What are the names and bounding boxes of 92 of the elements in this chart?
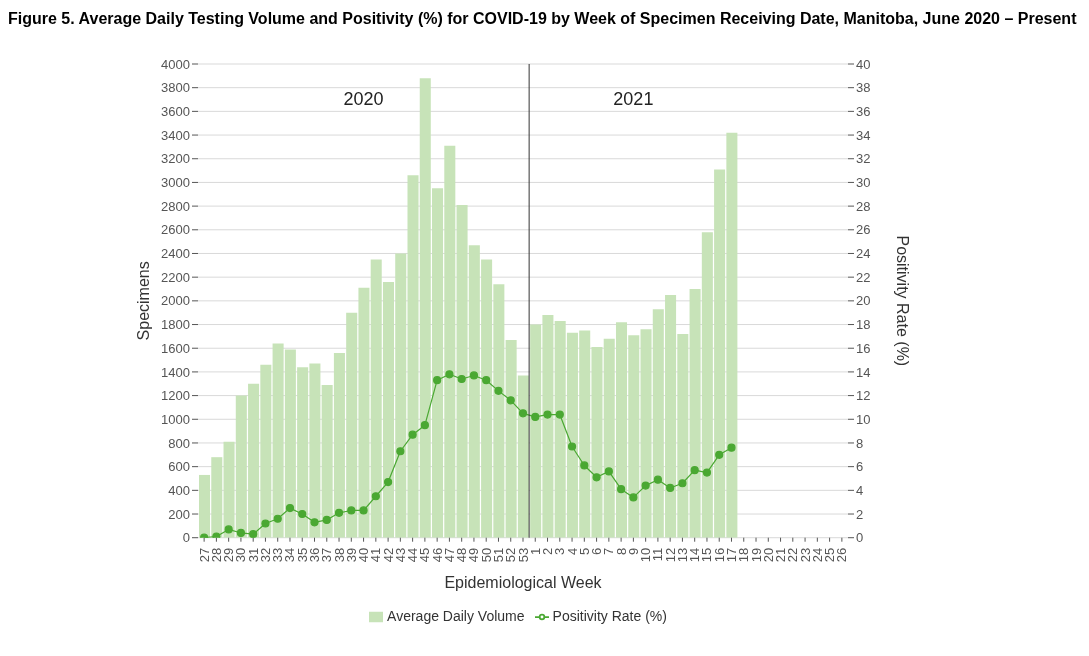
y-tick-label: 3600 [161, 103, 190, 119]
y2-tick-label: 26 [856, 222, 871, 238]
y2-tick-label: 16 [856, 340, 871, 356]
point [298, 509, 307, 519]
chart-title: Figure 5. Average Daily Testing Volume and Positivity (%) for COVID-19 by Week of Specimen Receiving Date, Manitoba, June 2020 – Present [8, 9, 1078, 29]
y2-tick-label: 8 [856, 435, 864, 451]
point [617, 485, 626, 494]
point [224, 525, 233, 534]
point [433, 376, 442, 385]
point [592, 473, 601, 482]
y2-tick-label: 22 [856, 269, 871, 285]
point [580, 461, 589, 470]
point [445, 370, 454, 379]
y2-tick-label: 0 [856, 530, 864, 546]
y2-tick-label: 20 [856, 293, 871, 309]
point [702, 468, 712, 477]
y-tick-label: 2800 [161, 198, 190, 214]
y-axis-title: Specimens [134, 261, 152, 341]
annotation: 2020 [343, 88, 384, 109]
point [518, 409, 528, 418]
legend-label: Positivity Rate (%) [552, 607, 667, 624]
y2-axis-title: Positivity Rate (%) [894, 235, 912, 367]
y-tick-label: 3400 [161, 127, 190, 143]
point [641, 481, 650, 490]
point [727, 443, 736, 452]
y-tick-label: 4000 [161, 56, 190, 72]
point [396, 447, 405, 456]
y-tick-label: 1800 [161, 317, 190, 333]
point [543, 410, 552, 419]
y-tick-label: 1600 [161, 340, 190, 356]
y-tick-label: 1200 [161, 388, 190, 404]
y2-tick-label: 30 [856, 175, 871, 191]
y-tick-label: 3200 [161, 151, 190, 167]
point [334, 508, 344, 517]
point [347, 506, 356, 515]
point [383, 477, 393, 487]
point [506, 396, 515, 405]
y2-tick-label: 24 [856, 246, 871, 262]
point [531, 412, 540, 422]
y2-tick-label: 6 [856, 459, 864, 475]
point [555, 410, 564, 419]
point [666, 483, 675, 493]
point [482, 376, 491, 385]
y-tick-label: 1000 [161, 411, 190, 427]
y-tick-label: 800 [168, 435, 190, 451]
point [469, 371, 479, 380]
y2-tick-label: 36 [856, 103, 871, 119]
y-tick-label: 3800 [161, 80, 190, 96]
legend-label: Average Daily Volume [387, 607, 525, 624]
y2-tick-label: 2 [856, 506, 864, 522]
y2-tick-label: 32 [856, 151, 871, 167]
point [322, 515, 331, 525]
y-tick-label: 1400 [161, 364, 190, 380]
point [371, 492, 380, 501]
y-tick-label: 3000 [161, 175, 190, 191]
point [629, 493, 638, 502]
y-tick-label: 0 [182, 530, 190, 546]
point [457, 374, 466, 384]
point [494, 386, 503, 395]
point [236, 528, 246, 538]
y-tick-label: 2200 [161, 269, 190, 285]
x-axis-title: Epidemiological Week [444, 573, 603, 591]
point [249, 530, 258, 538]
point [310, 518, 319, 527]
point [273, 514, 282, 523]
y-tick-label: 2400 [161, 246, 190, 262]
y2-tick-label: 40 [856, 56, 871, 72]
y-tick-label: 2600 [161, 222, 190, 238]
point [408, 430, 417, 439]
point [261, 519, 270, 528]
point [420, 421, 429, 430]
point [285, 504, 295, 513]
y-tick-label: 200 [168, 506, 190, 522]
y-tick-label: 600 [168, 459, 190, 475]
y2-tick-label: 14 [856, 364, 871, 380]
point [690, 466, 699, 475]
point [359, 506, 368, 515]
point [653, 475, 663, 484]
y-tick-label: 2000 [161, 293, 190, 309]
y2-tick-label: 38 [856, 80, 871, 96]
y-tick-label: 400 [168, 482, 190, 498]
point [567, 442, 577, 451]
y2-tick-label: 18 [856, 317, 871, 333]
point [715, 450, 724, 459]
y2-tick-label: 4 [856, 482, 864, 498]
y2-tick-label: 12 [856, 388, 871, 404]
y2-tick-label: 28 [856, 198, 871, 214]
y2-tick-label: 34 [856, 127, 871, 143]
annotation: 2021 [613, 88, 654, 109]
y2-tick-label: 10 [856, 411, 871, 427]
point [678, 479, 687, 488]
point [604, 467, 613, 476]
